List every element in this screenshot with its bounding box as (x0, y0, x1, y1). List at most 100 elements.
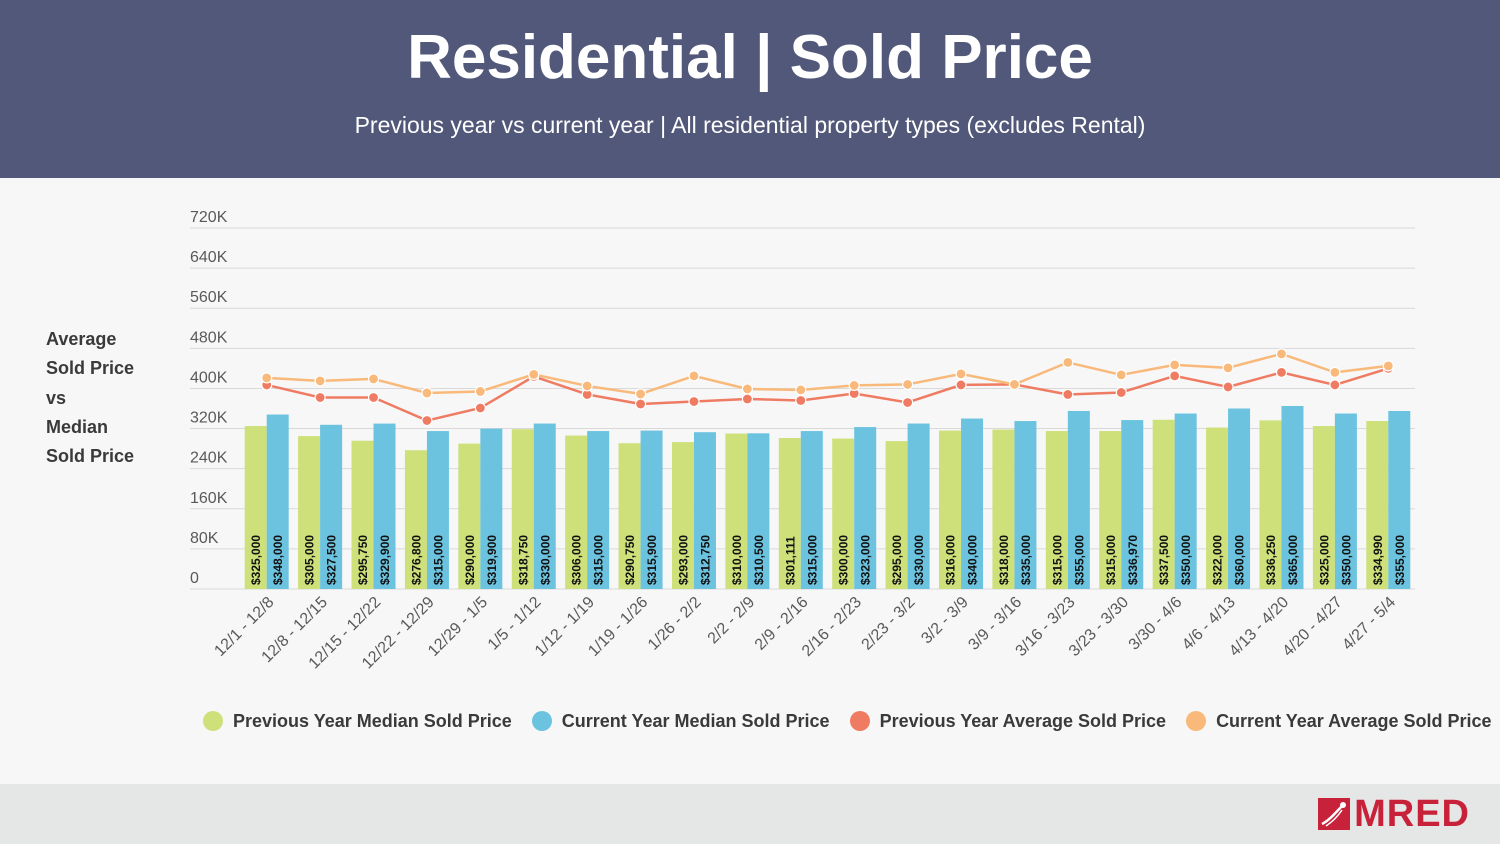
bar-prev-median (1366, 421, 1389, 589)
curr-average-point (1382, 360, 1394, 372)
bar-value-label: $315,000 (431, 535, 445, 585)
curr-average-point (421, 387, 433, 399)
bar-value-label: $315,000 (805, 535, 819, 585)
bar-value-label: $350,000 (1339, 535, 1353, 585)
legend-label: Previous Year Median Sold Price (233, 710, 512, 731)
bar-value-label: $337,500 (1157, 535, 1171, 585)
curr-average-point (1329, 366, 1341, 378)
bar-value-label: $319,900 (485, 535, 499, 585)
bar-curr-median (747, 433, 770, 589)
bar-value-label: $334,990 (1371, 535, 1385, 585)
bar-curr-median (961, 418, 984, 589)
bar-value-label: $330,000 (912, 535, 926, 585)
bar-value-label: $325,000 (249, 535, 263, 585)
curr-average-point (1115, 369, 1127, 381)
bar-curr-median (1067, 411, 1090, 589)
bar-value-label: $318,750 (516, 535, 530, 585)
bar-curr-median (640, 430, 663, 589)
bar-prev-median (1259, 420, 1282, 589)
bar-curr-median (1388, 411, 1411, 589)
prev-average-point (902, 396, 914, 409)
legend-item: Current Year Average Sold Price (1186, 710, 1492, 732)
legend-swatch (849, 711, 870, 731)
bar-prev-median (778, 438, 801, 589)
legend-label: Current Year Average Sold Price (1216, 710, 1492, 731)
bar-value-label: $290,000 (463, 535, 477, 585)
bar-curr-median (907, 423, 930, 589)
bar-value-label: $323,000 (859, 535, 873, 585)
bar-value-label: $295,750 (356, 535, 370, 585)
page-subtitle: Previous year vs current year | All resi… (354, 112, 1146, 138)
bar-value-label: $318,000 (997, 535, 1011, 585)
bar-curr-median (533, 423, 556, 589)
bar-value-label: $330,000 (538, 535, 552, 585)
bar-curr-median (266, 414, 289, 589)
y-tick-label: 480K (190, 329, 228, 346)
prev-average-line (266, 367, 1389, 422)
bar-prev-median (1206, 427, 1229, 589)
curr-average-point (1275, 348, 1288, 360)
bar-curr-median (1014, 421, 1037, 589)
y-tick-label: 320K (190, 410, 228, 427)
bar-value-label: $355,000 (1393, 535, 1407, 585)
bar-prev-median (1099, 431, 1122, 589)
bar-value-label: $365,000 (1286, 535, 1300, 585)
legend-label: Previous Year Average Sold Price (879, 710, 1167, 731)
legend-item: Previous Year Average Sold Price (849, 710, 1167, 732)
bar-value-label: $329,900 (378, 535, 392, 585)
bar-prev-median (885, 441, 908, 589)
bar-prev-median (244, 426, 267, 589)
bar-curr-median (1281, 405, 1304, 589)
bar-value-label: $335,000 (1019, 535, 1033, 585)
bar-value-label: $315,000 (1050, 535, 1064, 585)
prev-average-point (1329, 379, 1341, 391)
prev-average-point (1115, 386, 1127, 399)
bar-value-label: $360,000 (1233, 535, 1247, 585)
bar-curr-median (693, 432, 716, 589)
curr-average-point (741, 383, 753, 395)
bar-prev-median (458, 443, 481, 589)
bar-value-label: $327,500 (325, 535, 339, 585)
bar-curr-median (587, 431, 610, 589)
x-tick-label: 3/2 - 3/9 (918, 594, 972, 648)
curr-average-point (581, 380, 593, 392)
prev-average-point (474, 402, 486, 414)
logo-text: MRED (1354, 793, 1470, 835)
bar-curr-median (1228, 408, 1251, 589)
bar-value-label: $325,000 (1317, 535, 1331, 585)
x-tick-label: 4/27 - 5/4 (1339, 594, 1399, 654)
y-tick-label: 0 (190, 570, 199, 587)
curr-average-point (795, 384, 807, 396)
bar-value-label: $276,800 (409, 535, 423, 585)
bar-prev-median (1045, 431, 1068, 589)
bar-value-label: $355,000 (1072, 535, 1086, 585)
legend-swatch (1186, 711, 1207, 731)
bar-value-label: $350,000 (1179, 535, 1193, 585)
y-tick-label: 640K (190, 249, 228, 266)
bar-value-label: $312,750 (698, 535, 712, 585)
bar-prev-median (351, 440, 374, 589)
y-tick-label: 160K (190, 490, 228, 507)
bar-value-label: $306,000 (570, 535, 584, 585)
prev-average-point (1062, 388, 1074, 401)
prev-average-point (1275, 366, 1288, 378)
bar-value-label: $301,111 (783, 536, 797, 585)
mred-logo: MRED (1318, 793, 1470, 835)
curr-average-point (314, 375, 326, 387)
curr-average-point (634, 388, 647, 400)
curr-average-point (902, 378, 914, 391)
bar-curr-median (1174, 413, 1197, 589)
curr-average-point (955, 368, 967, 380)
bar-prev-median (511, 429, 534, 589)
prev-average-point (421, 414, 433, 427)
bar-curr-median (854, 427, 877, 589)
y-tick-label: 560K (190, 289, 228, 306)
y-tick-label: 80K (190, 530, 219, 547)
legend-item: Current Year Median Sold Price (531, 711, 830, 732)
bar-value-label: $322,000 (1211, 535, 1225, 585)
curr-average-point (1169, 359, 1181, 371)
legend-item: Previous Year Median Sold Price (203, 711, 512, 732)
curr-average-point (688, 370, 700, 382)
prev-average-point (367, 391, 380, 404)
bar-curr-median (1334, 413, 1357, 589)
